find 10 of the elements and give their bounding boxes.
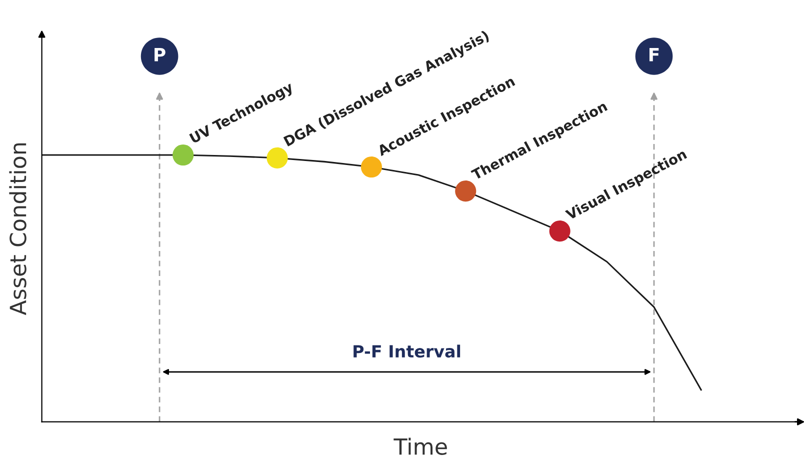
point — [172, 144, 194, 166]
point — [549, 220, 570, 242]
text: P — [154, 48, 166, 62]
y-axis-title: Asset Condition — [9, 143, 26, 316]
text: F — [649, 48, 659, 62]
point — [360, 156, 382, 178]
point — [266, 147, 288, 168]
annotation: P-F Interval — [354, 344, 460, 358]
x-axis-title: Time — [394, 438, 447, 455]
point — [455, 180, 476, 202]
